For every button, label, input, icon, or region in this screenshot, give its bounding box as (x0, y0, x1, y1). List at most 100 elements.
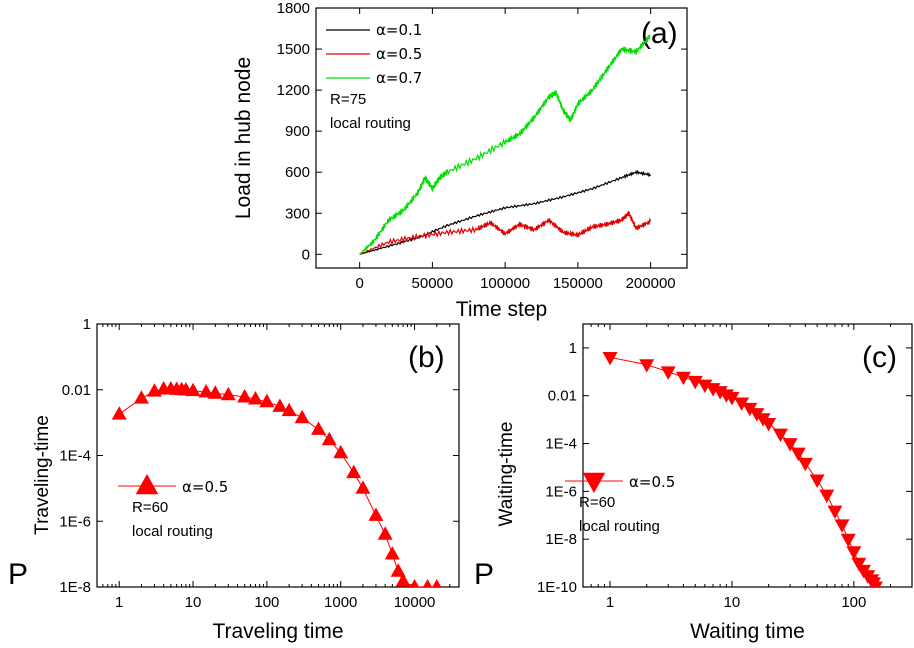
y-tick-label: 0.01 (548, 388, 577, 405)
data-point (432, 578, 442, 587)
data-point (395, 573, 411, 587)
data-point (851, 557, 867, 572)
y-tick-label: 0.01 (62, 382, 91, 399)
data-point (834, 519, 850, 533)
panel-c: 1 10 100 1E-10 1E-8 1E-6 1E-4 0.01 1 (c) Waiting t… (474, 323, 913, 643)
data-point (687, 375, 703, 390)
x-tick-label: 100 (254, 594, 279, 611)
note-2: local routing (330, 115, 411, 132)
note-1: R=75 (330, 91, 366, 108)
series-line-1 (359, 169, 652, 255)
data-point (410, 578, 420, 587)
data-point (840, 533, 856, 548)
y-tick-label: 1E-6 (59, 513, 91, 530)
data-point (247, 391, 263, 405)
legend-marker (135, 473, 159, 495)
data-point (660, 366, 676, 380)
data-point (846, 546, 862, 560)
x-tick-label: 1 (115, 594, 123, 611)
note-2: local routing (132, 523, 213, 540)
plot-area (359, 34, 652, 255)
panel-tag: (b) (408, 341, 445, 374)
data-point (281, 402, 297, 417)
y-tick-label: 900 (285, 123, 310, 140)
x-axis-label: Time step (456, 298, 547, 321)
data-point (207, 385, 223, 399)
x-tick-label: 50000 (412, 275, 454, 292)
x-tick-label: 100000 (480, 275, 530, 292)
data-point (333, 444, 349, 459)
data-point (355, 480, 371, 494)
data-point (259, 393, 275, 408)
series-line-2 (359, 210, 652, 255)
y-tick-label: 1E-4 (59, 448, 91, 465)
data-point (220, 386, 236, 401)
data-point (772, 428, 788, 443)
x-tick-label: 200000 (626, 275, 676, 292)
data-point (185, 382, 201, 397)
y-axis-label-main: P (8, 558, 28, 591)
y-tick-label: 0 (302, 246, 310, 263)
data-point (675, 371, 691, 386)
y-axis-label: Load in hub node (232, 57, 255, 219)
data-point (384, 546, 400, 560)
x-tick-label: 10000 (394, 594, 436, 611)
y-tick-label: 1 (83, 316, 91, 333)
plot-frame (96, 323, 460, 588)
x-axis-label: Traveling time (212, 620, 343, 643)
legend-label: α=0.5 (629, 473, 675, 491)
y-tick-label: 1E-10 (537, 579, 577, 596)
data-point (602, 352, 618, 366)
panel-tag: (a) (641, 17, 678, 50)
data-point (867, 581, 883, 587)
y-tick-label: 300 (285, 205, 310, 222)
note-1: R=60 (579, 494, 615, 511)
y-axis-label-sub: Waiting-time (496, 422, 517, 527)
y-tick-label: 1200 (277, 82, 310, 99)
note-1: R=60 (132, 499, 168, 516)
data-point (790, 447, 806, 462)
data-point (827, 505, 843, 520)
data-point (237, 389, 253, 403)
x-tick-label: 0 (355, 275, 363, 292)
data-point (310, 421, 326, 435)
legend-label-2: α=0.5 (376, 45, 422, 63)
plot-area (111, 381, 442, 587)
data-point (423, 578, 433, 587)
y-tick-label: 1800 (277, 0, 310, 17)
panel-tag: (c) (862, 341, 897, 374)
y-tick-label: 1E-8 (545, 531, 577, 548)
data-point (819, 489, 835, 504)
x-tick-label: 10 (724, 594, 741, 611)
y-tick-label: 1500 (277, 41, 310, 58)
data-point (797, 457, 813, 472)
x-tick-label: 1 (606, 594, 614, 611)
data-point (294, 409, 310, 424)
data-point (111, 406, 127, 420)
legend-label-1: α=0.1 (376, 21, 422, 39)
panel-b: 1 10 100 1000 10000 1E-8 1E-6 1E-4 0.01 1 (b) Trave… (8, 316, 460, 643)
data-point (390, 563, 406, 577)
x-axis-label: Waiting time (690, 620, 805, 643)
data-point (761, 417, 777, 432)
y-tick-label: 1 (569, 340, 577, 357)
data-point (377, 526, 393, 540)
plot-frame (315, 7, 688, 269)
y-axis-label-sub: Traveling-time (32, 415, 53, 535)
legend-marker (582, 472, 606, 494)
data-point (368, 507, 384, 521)
y-axis-label-main: P (474, 558, 494, 591)
note-2: local routing (579, 518, 660, 535)
legend-label-3: α=0.7 (376, 69, 422, 87)
x-tick-label: 100 (841, 594, 866, 611)
data-point (198, 384, 214, 398)
data-point (639, 359, 655, 373)
data-point (272, 398, 288, 412)
data-point (782, 438, 798, 452)
y-tick-label: 600 (285, 164, 310, 181)
data-point (346, 464, 362, 479)
data-point (133, 390, 149, 404)
x-tick-label: 150000 (553, 275, 603, 292)
x-tick-label: 10 (185, 594, 202, 611)
